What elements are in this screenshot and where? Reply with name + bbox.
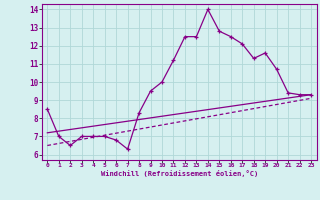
X-axis label: Windchill (Refroidissement éolien,°C): Windchill (Refroidissement éolien,°C) xyxy=(100,170,258,177)
